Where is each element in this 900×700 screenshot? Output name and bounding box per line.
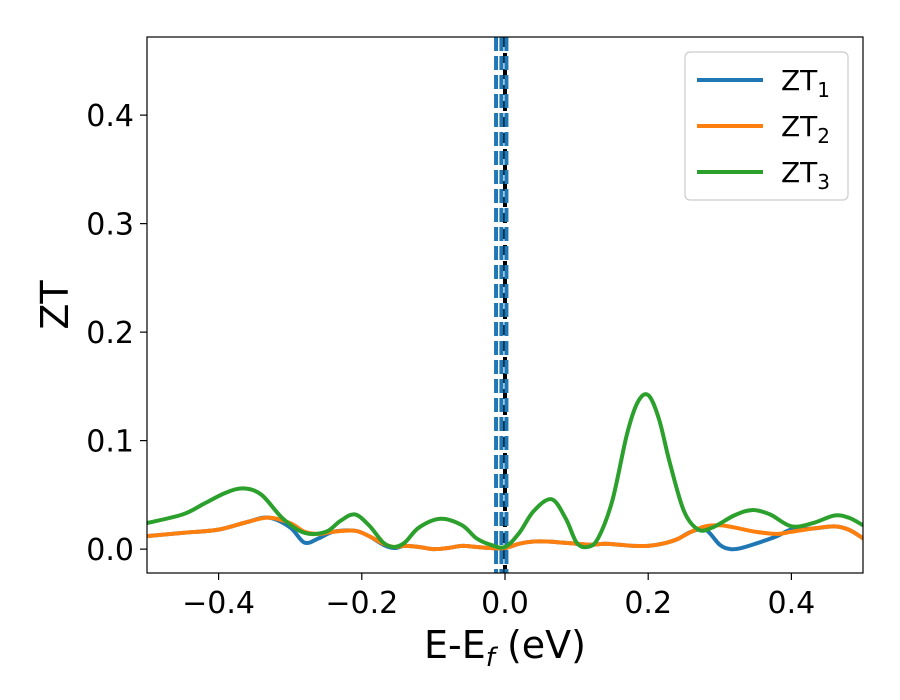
legend-label-ZT1: ZT1: [781, 64, 830, 102]
legend-label-main: ZT: [781, 64, 818, 97]
series-group: [147, 392, 863, 552]
legend-label-sub: 3: [817, 170, 830, 194]
y-tick-label-3: 0.3: [86, 208, 134, 243]
y-tick-label-4: 0.4: [86, 99, 134, 134]
legend-label-sub: 2: [817, 124, 830, 148]
legend-label-ZT3: ZT3: [781, 156, 830, 194]
x-tick-label-0: −0.4: [182, 586, 255, 621]
y-axis: 0.0 0.1 0.2 0.3 0.4: [86, 99, 147, 568]
y-tick-label-2: 0.2: [86, 316, 134, 351]
y-axis-label: ZT: [33, 280, 77, 330]
series-line-ZT3: [147, 392, 863, 550]
x-tick-label-2: 0.0: [481, 586, 529, 621]
x-tick-label-3: 0.2: [624, 586, 672, 621]
x-tick-label-4: 0.4: [768, 586, 816, 621]
x-tick-label-1: −0.2: [325, 586, 398, 621]
x-axis-label: E-Ef (eV): [424, 623, 586, 673]
legend-box: [684, 51, 849, 201]
y-tick-label-1: 0.1: [86, 425, 134, 460]
legend-label-sub: 1: [817, 78, 830, 102]
y-tick-label-0: 0.0: [86, 533, 134, 568]
x-axis-label-main: E-E: [424, 623, 486, 667]
legend-label-main: ZT: [781, 110, 818, 143]
plot-area: [494, 37, 509, 573]
legend-label-main: ZT: [781, 156, 818, 189]
legend-label-ZT2: ZT2: [781, 110, 830, 148]
x-axis: −0.4 −0.2 0.0 0.2 0.4: [182, 573, 815, 621]
x-axis-label-suffix: (eV): [495, 623, 586, 667]
